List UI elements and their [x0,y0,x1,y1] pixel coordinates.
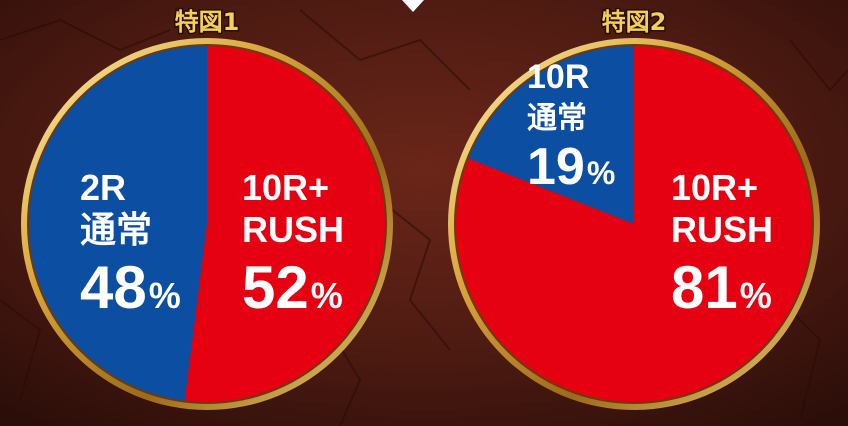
divider-arrow [402,0,424,12]
pie-2-slice-1-value-label: 19% [527,138,615,196]
pie-2-slice-2-value-label: 81% [671,254,772,321]
pie-1-slice-1-value-label: 48% [80,254,181,321]
pie-2-slice-2 [455,46,812,402]
pie-1-slice-1-label-line-1: 2R [80,167,126,208]
pie-1-slice-2-value-label: 52% [242,254,343,321]
pie-2-slice-1-label-line-1: 10R [527,58,589,96]
pie-2-slice-1 [468,46,634,224]
pie-1-slice-1-label-line-2: 通常 [80,210,152,251]
pie-2-slice-2-label-line-1: 10R+ [671,167,758,208]
pie-2-slice-1-label-line-2: 通常 [527,101,587,136]
rock-texture [0,9,848,426]
pie-1-slice-2-label-line-1: 10R+ [242,167,329,208]
pie-2-title: 特図2 [602,8,667,36]
pie-2-slice-2-label-line-2: RUSH [671,209,773,250]
pie-1-slice-1 [28,46,207,401]
pie-1-slice-2-label-line-2: RUSH [242,209,344,250]
pie-1-slice-2 [184,46,385,402]
pie-1-title: 特図1 [175,8,240,36]
